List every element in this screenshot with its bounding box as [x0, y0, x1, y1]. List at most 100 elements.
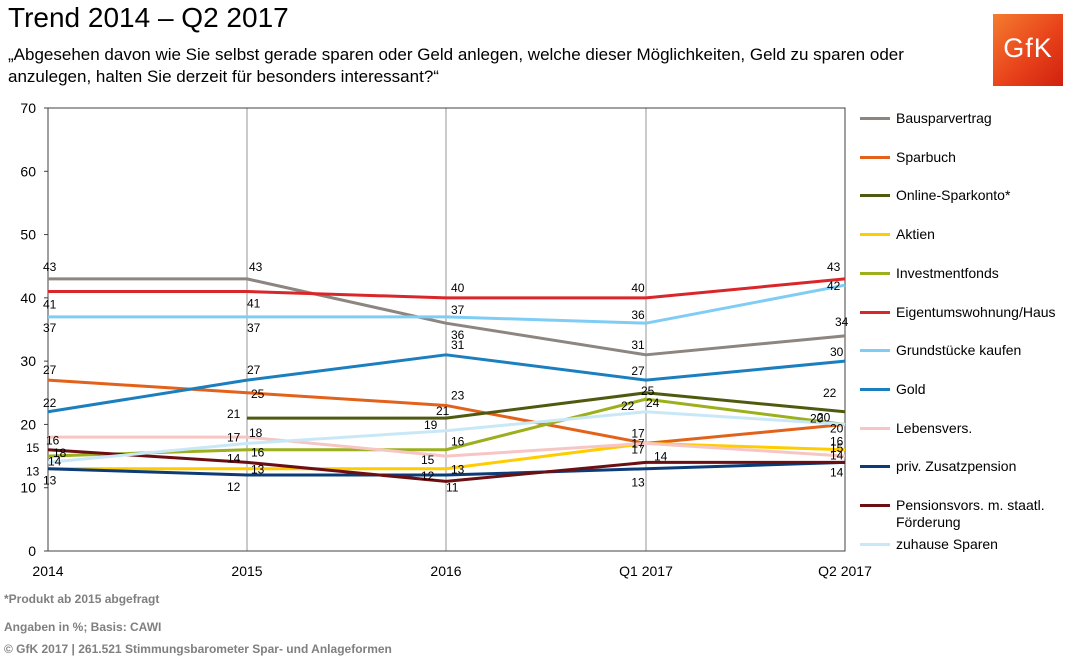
data-label: 20 [810, 411, 824, 425]
data-label: 15 [421, 453, 435, 467]
series-line [47, 378, 846, 445]
y-tick-label: 20 [20, 416, 36, 432]
chart-subtitle: „Abgesehen davon wie Sie selbst gerade s… [8, 45, 904, 86]
legend-label: Aktien [896, 226, 935, 242]
footnote: *Produkt ab 2015 abgefragt [4, 592, 160, 606]
data-label: 40 [631, 281, 645, 295]
series-lines [47, 277, 846, 483]
data-label: 41 [43, 298, 57, 312]
data-label: 17 [227, 430, 241, 444]
gfk-logo: GfK [993, 14, 1063, 86]
legend-swatch [860, 543, 890, 546]
chart-title: Trend 2014 – Q2 2017 [8, 2, 289, 33]
data-label: 22 [43, 396, 57, 410]
data-label: 13 [43, 474, 57, 488]
data-label: 43 [249, 260, 263, 274]
legend-swatch [860, 388, 890, 391]
data-label: 12 [227, 480, 241, 494]
legend-label: zuhause Sparen [896, 536, 998, 552]
legend-swatch [860, 465, 890, 468]
data-label: 17 [631, 436, 645, 450]
data-label: 13 [451, 463, 465, 477]
data-label: 20 [817, 410, 831, 424]
legend-label: Sparbuch [896, 149, 956, 165]
data-label: 31 [631, 338, 645, 352]
series-line [48, 277, 846, 357]
data-label: 31 [451, 338, 465, 352]
series-line [48, 435, 846, 458]
data-label: 21 [227, 407, 241, 421]
legend-swatch [860, 311, 890, 314]
data-label: 16 [46, 434, 60, 448]
y-tick-label: 0 [28, 543, 36, 559]
legend-swatch [860, 349, 890, 352]
data-label: 41 [247, 297, 261, 311]
data-label: 36 [631, 308, 645, 322]
data-label: 14 [830, 465, 844, 479]
series-line [48, 283, 846, 325]
series-line [47, 353, 846, 414]
legend-swatch [860, 156, 890, 159]
data-label: 30 [830, 345, 844, 359]
source-note: © GfK 2017 | 261.521 Stimmungsbarometer … [4, 642, 392, 656]
data-label: 43 [827, 260, 841, 274]
data-label: 16 [451, 435, 465, 449]
data-label: 27 [631, 364, 645, 378]
data-label: 23 [451, 388, 465, 402]
series-line [48, 441, 846, 471]
series-line [48, 277, 846, 300]
x-tick-label: Q1 2017 [619, 563, 673, 579]
data-label: 25 [641, 384, 655, 398]
y-tick-label: 50 [20, 227, 36, 243]
legend-label: Eigentumswohnung/Haus [896, 304, 1056, 320]
plot-frame [47, 107, 846, 552]
data-label: 34 [835, 315, 849, 329]
data-label: 36 [451, 328, 465, 342]
legend-label: Bausparvertrag [896, 110, 992, 126]
data-label: 18 [249, 426, 263, 440]
y-tick-label: 30 [20, 353, 36, 369]
y-tick-label: 70 [20, 100, 36, 116]
data-label: 37 [43, 321, 57, 335]
y-tick-label: 10 [20, 480, 36, 496]
data-label: 14 [654, 449, 668, 463]
data-label: 17 [631, 426, 645, 440]
legend-label: Pensionsvors. m. staatl. Förderung [896, 497, 1045, 530]
data-label: 16 [830, 435, 844, 449]
x-tick-label: 2015 [231, 563, 262, 579]
data-label: 13 [251, 463, 265, 477]
legend-swatch [860, 504, 890, 507]
data-label: 20 [830, 421, 844, 435]
legend-label: Lebensvers. [896, 420, 973, 436]
data-label: 43 [43, 260, 57, 274]
legend-swatch [860, 427, 890, 430]
data-label: 18 [53, 446, 67, 460]
data-label: 15 [830, 441, 844, 455]
series-line [47, 397, 846, 458]
data-label: 14 [227, 451, 241, 465]
x-tick-label: Q2 2017 [818, 563, 872, 579]
basis-note: Angaben in %; Basis: CAWI [4, 620, 162, 634]
x-tick-label: 2014 [32, 563, 63, 579]
legend-swatch [860, 117, 890, 120]
legend-swatch [860, 194, 890, 197]
logo-text: GfK [1003, 33, 1053, 63]
legend-label: priv. Zusatzpension [896, 458, 1017, 474]
data-label: 21 [436, 404, 450, 418]
data-label: 42 [827, 279, 841, 293]
data-label: 27 [43, 363, 57, 377]
legend-label: Online-Sparkonto* [896, 187, 1011, 203]
data-label: 11 [446, 480, 459, 494]
series-line [247, 391, 846, 420]
data-label: 27 [247, 363, 261, 377]
data-label: 19 [424, 418, 438, 432]
data-label: 13 [631, 476, 645, 490]
series-line [47, 448, 845, 483]
data-label: 25 [251, 387, 265, 401]
grid-lines [246, 108, 647, 551]
data-label: 22 [621, 399, 635, 413]
data-label: 37 [247, 321, 261, 335]
